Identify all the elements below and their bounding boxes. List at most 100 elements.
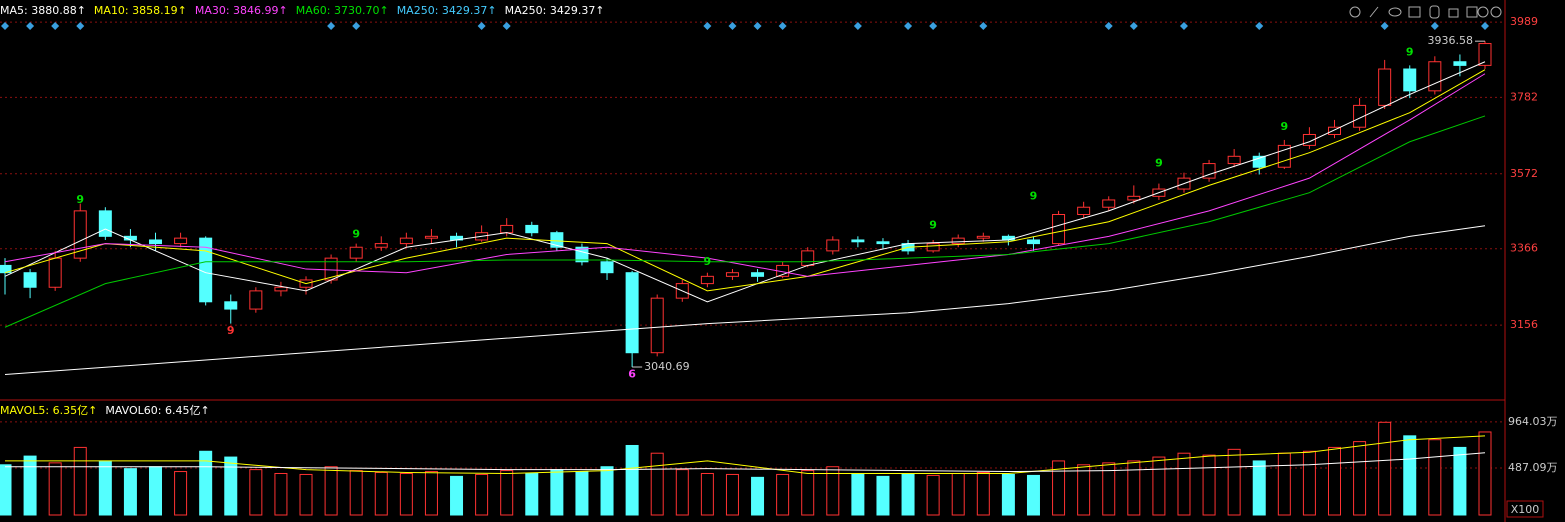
ma-line [4,115,1486,328]
volume-bar [675,469,689,516]
toolbar[interactable] [1349,5,1502,19]
candle-body [1478,43,1492,66]
signal-marker [76,22,85,30]
volume-bar [349,470,363,516]
candle-body [1026,239,1040,245]
legend-entry: MA250: 3429.37↑ [397,4,497,17]
volume-bar [0,464,12,516]
candle-body [1202,163,1216,179]
volume-bar [1026,474,1040,516]
volume-bar [851,472,865,516]
volume-bar [1177,452,1191,516]
view-icon[interactable] [1388,7,1402,17]
volume-bar [1453,446,1467,516]
candle-body [48,257,62,288]
candle-body [424,235,438,239]
volume-bar [1052,460,1066,516]
signal-marker [327,22,336,30]
box-icon[interactable] [1408,6,1421,18]
volume-bar [48,462,62,516]
zoom-in-icon[interactable] [1477,6,1489,18]
volume-bar [424,471,438,516]
candle-body [826,239,840,252]
candle-body [851,239,865,243]
zoom-out-icon[interactable] [1490,6,1502,18]
candle-body [725,272,739,277]
td-label: 9 [352,228,360,241]
hand-icon[interactable] [1429,5,1440,19]
candle-body [1327,126,1341,135]
volume-bar [374,472,388,516]
candle-body [1127,195,1141,201]
annotation: 3040.69 [644,360,690,373]
signal-marker [853,22,862,30]
candle-body [149,239,163,245]
td-label: 9 [704,255,712,268]
volume-bar [801,470,815,516]
td-label: 9 [929,218,937,231]
volume-unit: X100 [1511,503,1540,516]
candle-body [98,210,112,237]
volume-bar [249,469,263,516]
candle-body [1252,155,1266,168]
candle-body [951,237,965,245]
ma-line [4,73,1486,277]
volume-bar [1127,460,1141,516]
signal-marker [904,22,913,30]
candle-body [801,250,815,266]
settings-icon[interactable] [1349,6,1361,18]
volume-bar [751,476,765,516]
candle-body [926,243,940,252]
candle-body [174,237,188,245]
unit-box [1506,500,1544,518]
volume-bar [550,469,564,516]
candle-body [374,243,388,248]
volume-bar [174,471,188,516]
volume-bar [1152,456,1166,516]
window-icon[interactable] [1466,6,1478,18]
draw-icon[interactable] [1369,6,1379,18]
signal-marker [51,22,60,30]
volume-bar [1202,454,1216,516]
y-tick-label: 3782 [1510,90,1538,103]
volume-bar [625,444,639,516]
signal-marker [979,22,988,30]
signal-marker [1481,22,1489,30]
candle-body [1453,61,1467,66]
candle-body [1227,155,1241,165]
volume-bar [951,472,965,516]
vol-ma-line [5,452,1486,473]
candle-body [1102,199,1116,208]
volume-bar [500,470,514,516]
candle-body [249,290,263,310]
td-label: 6 [628,368,636,381]
signal-marker [1129,22,1138,30]
legend-entry: MA10: 3858.19↑ [94,4,187,17]
vol-tick-label: 487.09万 [1508,461,1558,474]
volume-bar [1478,431,1492,516]
candle-body [73,210,87,259]
signal-marker [1430,22,1439,30]
candle-body [1302,133,1316,146]
signal-marker [1255,22,1264,30]
signal-marker [778,22,787,30]
volume-bar [926,474,940,516]
legend-entry: MA5: 3880.88↑ [0,4,86,17]
signal-marker [1,22,9,30]
signal-marker [728,22,737,30]
volume-bar [1001,473,1015,516]
candle-body [600,261,614,274]
volume-bar [1403,435,1417,516]
volume-legend-entry: MAVOL60: 6.45亿↑ [105,404,209,417]
volume-bar [575,471,589,516]
td-label: 9 [1030,189,1038,202]
lock-icon[interactable] [1448,8,1459,18]
volume-bar [1227,448,1241,516]
volume-bar [1353,441,1367,516]
volume-bar [1378,421,1392,516]
volume-bar [1327,446,1341,516]
annotation: 3936.58 [1428,34,1474,47]
volume-bar [224,456,238,516]
candle-body [550,232,564,248]
